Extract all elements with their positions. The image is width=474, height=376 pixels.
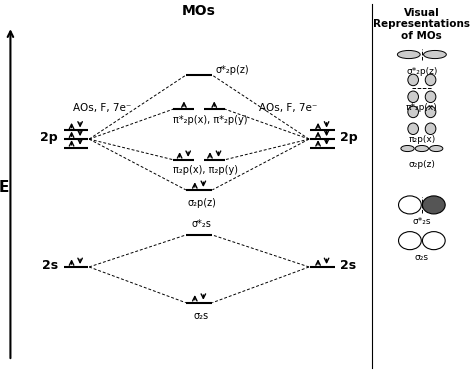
Ellipse shape bbox=[397, 50, 420, 59]
Circle shape bbox=[422, 196, 445, 214]
Ellipse shape bbox=[425, 91, 436, 103]
Text: π₂p(x): π₂p(x) bbox=[408, 135, 436, 144]
Text: σ₂s: σ₂s bbox=[415, 253, 429, 262]
Ellipse shape bbox=[425, 74, 436, 86]
Ellipse shape bbox=[408, 74, 419, 86]
Text: σ*₂s: σ*₂s bbox=[191, 219, 211, 229]
Text: AOs, F, 7e⁻: AOs, F, 7e⁻ bbox=[259, 103, 318, 113]
Circle shape bbox=[399, 196, 421, 214]
Text: σ*₂p(z): σ*₂p(z) bbox=[216, 65, 249, 74]
Circle shape bbox=[422, 232, 445, 250]
Text: σ₂p(z): σ₂p(z) bbox=[187, 198, 216, 208]
Ellipse shape bbox=[425, 106, 436, 118]
Ellipse shape bbox=[408, 123, 419, 135]
Text: 2s: 2s bbox=[42, 259, 58, 271]
Ellipse shape bbox=[401, 146, 414, 152]
Text: AOs, F, 7e⁻: AOs, F, 7e⁻ bbox=[73, 103, 132, 113]
Text: MOs: MOs bbox=[182, 4, 216, 18]
Circle shape bbox=[399, 232, 421, 250]
Text: 2p: 2p bbox=[40, 131, 58, 144]
Ellipse shape bbox=[408, 106, 419, 118]
Text: σ*₂s: σ*₂s bbox=[412, 217, 431, 226]
Ellipse shape bbox=[424, 50, 447, 59]
Text: Visual
Representations
of MOs: Visual Representations of MOs bbox=[374, 8, 470, 41]
Text: E: E bbox=[0, 180, 9, 196]
Ellipse shape bbox=[408, 91, 419, 103]
Text: π*₂p(x): π*₂p(x) bbox=[406, 103, 438, 112]
Text: π₂p(x), π₂p(y): π₂p(x), π₂p(y) bbox=[173, 165, 238, 175]
Ellipse shape bbox=[425, 123, 436, 135]
Text: σ₂p(z): σ₂p(z) bbox=[409, 160, 435, 169]
Text: σ*₂p(z): σ*₂p(z) bbox=[406, 67, 438, 76]
Text: π*₂p(x), π*₂p(y): π*₂p(x), π*₂p(y) bbox=[173, 115, 247, 124]
Text: 2p: 2p bbox=[340, 131, 358, 144]
Ellipse shape bbox=[415, 146, 428, 152]
Text: 2s: 2s bbox=[340, 259, 356, 271]
Ellipse shape bbox=[429, 146, 443, 152]
Text: σ₂s: σ₂s bbox=[194, 311, 209, 321]
